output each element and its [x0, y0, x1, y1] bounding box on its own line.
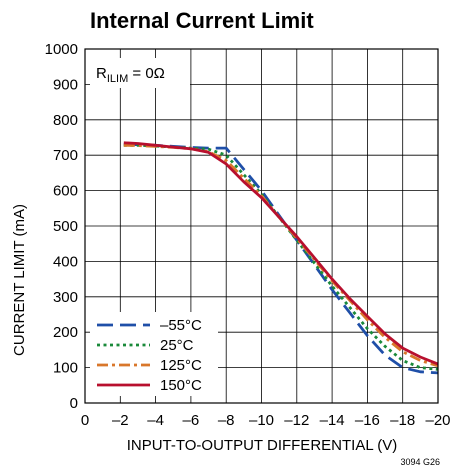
y-tick-label: 600	[53, 183, 78, 200]
x-tick-label: –4	[147, 412, 164, 429]
legend-label-0: –55°C	[160, 317, 202, 334]
x-axis-label: INPUT-TO-OUTPUT DIFFERENTIAL (V)	[127, 437, 398, 454]
y-tick-label: 700	[53, 147, 78, 164]
legend-label-3: 150°C	[160, 377, 202, 394]
x-tick-label: –8	[218, 412, 235, 429]
x-tick-label: –14	[320, 412, 345, 429]
series-line-1	[123, 143, 439, 371]
chart-title: Internal Current Limit	[90, 8, 314, 33]
x-tick-label: –12	[284, 412, 309, 429]
figure-id: 3094 G26	[400, 457, 440, 467]
annotation-rilim: RILIM = 0Ω	[96, 65, 165, 85]
y-tick-label: 200	[53, 324, 78, 341]
x-tick-label: –6	[183, 412, 200, 429]
x-tick-label: –2	[112, 412, 129, 429]
x-tick-label: –18	[390, 412, 415, 429]
x-tick-label: –10	[249, 412, 274, 429]
y-tick-label: 800	[53, 112, 78, 129]
y-tick-label: 900	[53, 76, 78, 93]
legend: –55°C 25°C 125°C 150°C	[97, 317, 202, 394]
y-tick-label: 1000	[45, 41, 78, 58]
y-tick-labels: 0 100 200 300 400 500 600 700 800 900 1000	[45, 41, 78, 412]
y-tick-label: 300	[53, 289, 78, 306]
y-tick-label: 400	[53, 253, 78, 270]
x-tick-label: –20	[425, 412, 450, 429]
series-lines	[123, 141, 439, 375]
x-tick-label: 0	[81, 412, 89, 429]
x-tick-labels: 0 –2 –4 –6 –8 –10 –12 –14 –16 –18 –20	[81, 412, 451, 429]
series-line-3	[123, 141, 439, 366]
y-tick-label: 500	[53, 218, 78, 235]
plot-border	[84, 48, 439, 404]
x-tick-label: –16	[355, 412, 380, 429]
y-axis-label: CURRENT LIMIT (mA)	[11, 204, 28, 356]
annotation-background	[90, 58, 190, 88]
legend-label-1: 25°C	[160, 337, 194, 354]
y-tick-label: 100	[53, 360, 78, 377]
y-tick-label: 0	[70, 395, 78, 412]
legend-label-2: 125°C	[160, 357, 202, 374]
